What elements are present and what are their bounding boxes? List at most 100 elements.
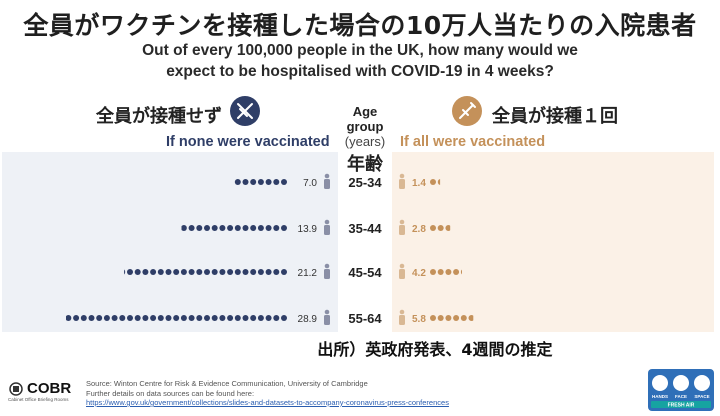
unvaccinated-value-label: 13.9 <box>298 224 318 235</box>
unvaccinated-dot <box>273 315 280 321</box>
unvaccinated-dot <box>281 269 287 275</box>
unvaccinated-title-en: If none were vaccinated <box>166 134 330 150</box>
vaccinated-value-label: 4.2 <box>412 268 426 279</box>
vaccinated-value-label: 1.4 <box>412 178 426 189</box>
unvaccinated-dot <box>250 225 257 231</box>
unvaccinated-dot <box>134 269 141 275</box>
age-group-header: Age group (years) <box>337 104 393 149</box>
unvaccinated-dot <box>103 315 110 321</box>
unvaccinated-dot <box>80 315 87 321</box>
unvaccinated-title-jp: 全員が接種せず <box>96 106 222 127</box>
unvaccinated-dot <box>165 315 172 321</box>
unvaccinated-dot <box>250 315 257 321</box>
unvaccinated-dot <box>73 315 80 321</box>
unvaccinated-partial-dot <box>66 315 72 321</box>
unvaccinated-dot <box>234 269 241 275</box>
unvaccinated-dot <box>204 269 210 275</box>
unvaccinated-dot <box>265 315 272 321</box>
unvaccinated-dot <box>88 315 95 321</box>
age-header-line-2: group <box>346 119 384 134</box>
subtitle-line-2: expect to be hospitalised with COVID-19 … <box>166 63 554 80</box>
age-category-label: 45-54 <box>348 265 382 280</box>
source-line-1: Source: Winton Centre for Risk & Evidenc… <box>86 379 368 388</box>
unvaccinated-dot <box>196 225 203 231</box>
vaccinated-partial-dot <box>437 179 441 185</box>
age-category-label: 25-34 <box>348 175 382 190</box>
unvaccinated-dot <box>265 269 272 275</box>
person-icon <box>399 219 405 235</box>
source-link[interactable]: https://www.gov.uk/government/collection… <box>86 398 449 407</box>
unvaccinated-dot <box>242 225 249 231</box>
unvaccinated-dot <box>111 315 118 321</box>
unvaccinated-dot <box>173 315 180 321</box>
subtitle: Out of every 100,000 people in the UK, h… <box>0 40 720 82</box>
hands-face-space-icons: HANDS FACE SPACE FRESH AIR <box>651 375 711 409</box>
vaccinated-dot <box>437 315 444 321</box>
vaccinated-dot <box>430 315 436 321</box>
unvaccinated-dot <box>257 179 264 185</box>
unvaccinated-dot <box>219 225 226 231</box>
unvaccinated-dot <box>134 315 141 321</box>
unvaccinated-dot <box>273 179 280 185</box>
vaccinated-value-label: 2.8 <box>412 224 426 235</box>
page-title: 全員がワクチンを接種した場合の10万人当たりの入院患者 <box>23 11 697 40</box>
unvaccinated-dot <box>281 225 287 231</box>
age-group-header-jp: 年齢 <box>347 154 383 175</box>
unvaccinated-dot <box>196 269 203 275</box>
badge-space-label: SPACE <box>694 394 709 399</box>
unvaccinated-dot <box>165 269 172 275</box>
person-icon <box>324 173 330 189</box>
unvaccinated-dot <box>204 315 210 321</box>
age-category-label: 55-64 <box>348 311 382 326</box>
unvaccinated-dot <box>227 225 234 231</box>
unvaccinated-dot <box>281 179 287 185</box>
age-header-line-1: Age <box>352 104 378 119</box>
vaccinated-dot <box>430 179 436 185</box>
unvaccinated-dot <box>211 315 218 321</box>
unvaccinated-dot <box>188 269 195 275</box>
vaccinated-partial-dot <box>460 269 462 275</box>
vaccinated-value-label: 5.8 <box>412 314 426 325</box>
vaccinated-dot <box>453 269 460 275</box>
cobr-logo: COBR Cabinet Office Briefing Rooms <box>8 380 71 402</box>
unvaccinated-dot <box>281 315 287 321</box>
unvaccinated-dot <box>273 225 280 231</box>
unvaccinated-dot <box>234 179 241 185</box>
hands-face-space-badge: HANDS FACE SPACE FRESH AIR <box>648 369 714 411</box>
unvaccinated-dot <box>157 315 164 321</box>
unvaccinated-dot <box>257 225 264 231</box>
unvaccinated-dot <box>242 269 249 275</box>
unvaccinated-dot <box>119 315 126 321</box>
vaccinated-dot <box>437 225 444 231</box>
vaccinated-dot <box>445 269 452 275</box>
age-header-line-3: (years) <box>344 134 386 149</box>
person-icon <box>324 309 330 325</box>
unvaccinated-dot <box>234 225 241 231</box>
unvaccinated-dot <box>142 315 149 321</box>
cobr-wordmark: COBR <box>27 380 72 397</box>
unvaccinated-dot <box>150 315 157 321</box>
unvaccinated-dot <box>157 269 164 275</box>
cobr-subtext: Cabinet Office Briefing Rooms <box>8 397 69 402</box>
unvaccinated-dot <box>227 315 234 321</box>
vaccinated-partial-dot <box>445 225 451 231</box>
vaccinated-dot <box>460 315 467 321</box>
unvaccinated-dot <box>188 225 195 231</box>
vaccinated-partial-dot <box>468 315 474 321</box>
vaccinated-dot <box>453 315 460 321</box>
unvaccinated-dot <box>150 269 157 275</box>
age-category-label: 35-44 <box>348 221 382 236</box>
unvaccinated-dot <box>234 315 241 321</box>
vaccinated-title-jp: 全員が接種１回 <box>492 106 618 127</box>
unvaccinated-dot <box>273 269 280 275</box>
person-icon <box>399 173 405 189</box>
person-icon <box>399 263 405 279</box>
person-icon <box>324 219 330 235</box>
syringe-crossed-icon-graphic <box>237 103 253 119</box>
syringe-icon-graphic <box>459 102 476 119</box>
unvaccinated-dot <box>211 269 218 275</box>
unvaccinated-dot <box>227 269 234 275</box>
unvaccinated-dot <box>219 315 226 321</box>
vaccinated-dot <box>430 225 436 231</box>
